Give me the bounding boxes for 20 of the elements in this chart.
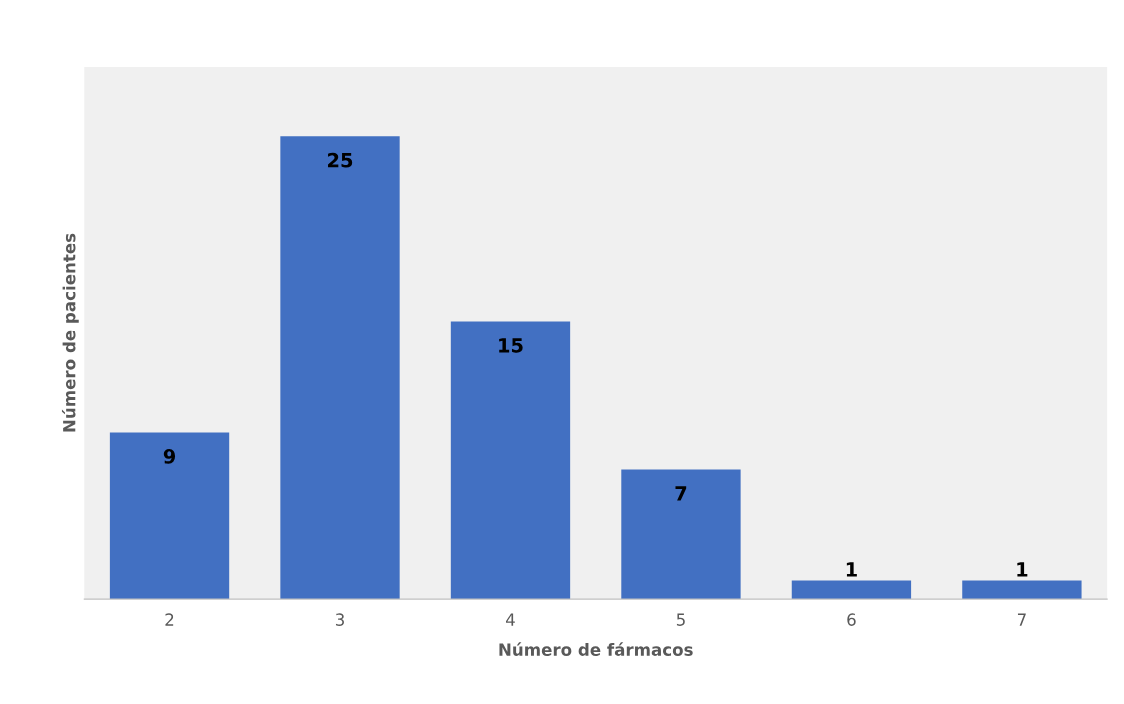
bar <box>962 580 1082 600</box>
bar <box>450 321 571 600</box>
bar <box>621 469 741 600</box>
data-label: 7 <box>675 486 687 501</box>
x-axis-title: Número de fármacos <box>499 642 693 656</box>
x-tick-label: 4 <box>506 613 515 626</box>
data-label: 1 <box>846 562 857 577</box>
x-tick-label: 2 <box>165 613 174 626</box>
x-tick-label: 6 <box>847 613 856 626</box>
data-label: 9 <box>163 449 176 464</box>
x-tick-label: 3 <box>335 613 344 626</box>
x-tick-label: 5 <box>676 613 685 626</box>
bar <box>280 136 400 600</box>
data-label: 1 <box>1017 562 1028 577</box>
bar <box>109 432 230 600</box>
data-label: 15 <box>499 338 523 353</box>
x-tick-label: 7 <box>1017 613 1026 626</box>
y-axis-title: Número de pacientes <box>61 233 79 432</box>
data-label: 25 <box>328 152 353 168</box>
bar <box>791 580 912 600</box>
